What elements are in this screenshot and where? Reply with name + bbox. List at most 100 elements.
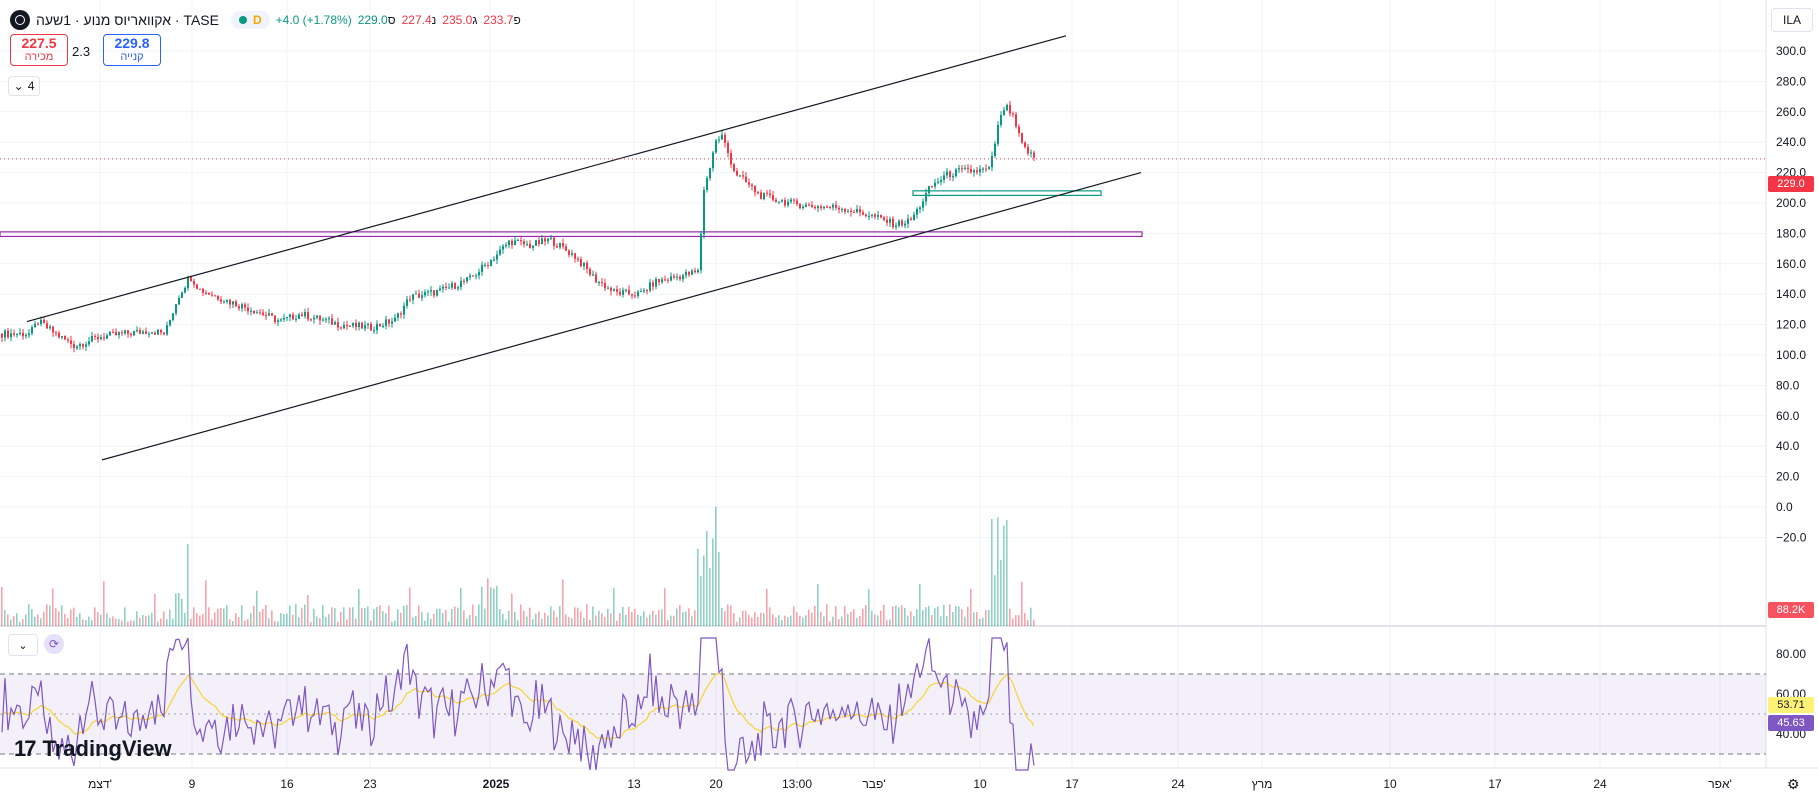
volume-bar	[646, 617, 648, 626]
volume-bar	[979, 618, 981, 626]
symbol-title[interactable]: אקוואריוס מנוע · 1שעה · TASE	[36, 12, 219, 28]
candle-body	[382, 325, 384, 327]
volume-bar	[289, 605, 291, 626]
volume-bar	[418, 605, 420, 626]
candle-body	[964, 167, 966, 169]
volume-bar	[1021, 581, 1023, 626]
candle-body	[205, 292, 207, 294]
volume-bar	[847, 613, 849, 626]
candle-body	[799, 204, 801, 209]
volume-bar	[763, 613, 765, 626]
candle-body	[874, 214, 876, 217]
candle-body	[1006, 104, 1008, 111]
candle-body	[244, 304, 246, 308]
volume-bar	[832, 616, 834, 626]
candle-body	[112, 331, 114, 333]
settings-icon[interactable]: ⚙	[1787, 776, 1800, 792]
candle-body	[706, 178, 708, 191]
candle-body	[214, 295, 216, 297]
candle-body	[469, 275, 471, 278]
volume-bar	[556, 617, 558, 626]
candle-body	[877, 215, 879, 217]
candle-body	[19, 332, 21, 335]
volume-bar	[82, 619, 84, 626]
candle-body	[916, 209, 918, 215]
candle-body	[619, 291, 621, 295]
rsi-refresh-icon[interactable]: ⟳	[44, 634, 64, 654]
volume-bar	[559, 606, 561, 626]
tradingview-logo[interactable]: 17 TradingView	[14, 736, 172, 762]
volume-bar	[949, 604, 951, 626]
time-axis-label: 13	[627, 777, 641, 791]
candle-body	[253, 310, 255, 314]
volume-bar	[835, 606, 837, 626]
indicators-collapse-button[interactable]: ⌄ 4	[8, 76, 40, 96]
candle-body	[454, 283, 456, 289]
candle-body	[409, 299, 411, 301]
candle-body	[1000, 115, 1002, 125]
volume-bar	[721, 607, 723, 626]
candle-body	[457, 287, 459, 289]
candle-body	[1015, 114, 1017, 127]
time-axis-label: 23	[363, 777, 377, 791]
candle-body	[502, 246, 504, 250]
candle-body	[124, 330, 126, 334]
candle-body	[13, 333, 15, 335]
candle-body	[145, 331, 147, 334]
volume-bar	[697, 548, 699, 626]
volume-bar	[217, 608, 219, 626]
volume-bar	[397, 609, 399, 626]
volume-bar	[40, 618, 42, 626]
volume-bar	[877, 615, 879, 626]
rsi-collapse-button[interactable]: ⌄	[8, 634, 38, 656]
market-status[interactable]: D	[230, 11, 270, 29]
volume-bar	[313, 608, 315, 626]
volume-bar	[472, 604, 474, 626]
candle-body	[544, 238, 546, 242]
candle-body	[376, 323, 378, 331]
volume-bar	[610, 613, 612, 626]
chart-header: אקוואריוס מנוע · 1שעה · TASE D +4.0 (+1.…	[10, 8, 521, 32]
sell-button[interactable]: 227.5 מכירה	[10, 34, 68, 66]
candle-body	[988, 167, 990, 169]
candle-body	[643, 290, 645, 292]
volume-bar	[862, 608, 864, 626]
candle-body	[445, 286, 447, 288]
candle-body	[22, 332, 24, 337]
volume-bar	[424, 620, 426, 626]
volume-bar	[523, 610, 525, 626]
volume-bar	[562, 579, 564, 626]
currency-button[interactable]: ILA	[1771, 8, 1813, 32]
candle-body	[1024, 142, 1026, 148]
time-axis-label: 17	[1488, 777, 1502, 791]
volume-bar	[967, 606, 969, 626]
buy-button[interactable]: 229.8 קנייה	[103, 34, 161, 66]
candle-body	[481, 264, 483, 273]
volume-bar	[904, 607, 906, 626]
candle-body	[589, 268, 591, 275]
volume-bar	[631, 611, 633, 626]
volume-bar	[412, 617, 414, 626]
candle-body	[388, 319, 390, 324]
volume-bar	[364, 608, 366, 626]
candle-body	[934, 182, 936, 187]
volume-bar	[244, 620, 246, 626]
candle-body	[760, 192, 762, 200]
volume-bar	[130, 620, 132, 626]
volume-bar	[196, 613, 198, 626]
volume-bar	[952, 611, 954, 626]
candle-body	[802, 206, 804, 209]
candle-body	[1030, 152, 1032, 154]
volume-bar	[178, 593, 180, 626]
candle-body	[835, 204, 837, 208]
candle-body	[367, 323, 369, 326]
candle-body	[91, 335, 93, 342]
volume-bar	[145, 616, 147, 626]
candle-body	[886, 219, 888, 223]
candle-body	[529, 243, 531, 248]
candle-body	[952, 175, 954, 178]
volume-bar	[880, 610, 882, 626]
candle-body	[523, 241, 525, 245]
